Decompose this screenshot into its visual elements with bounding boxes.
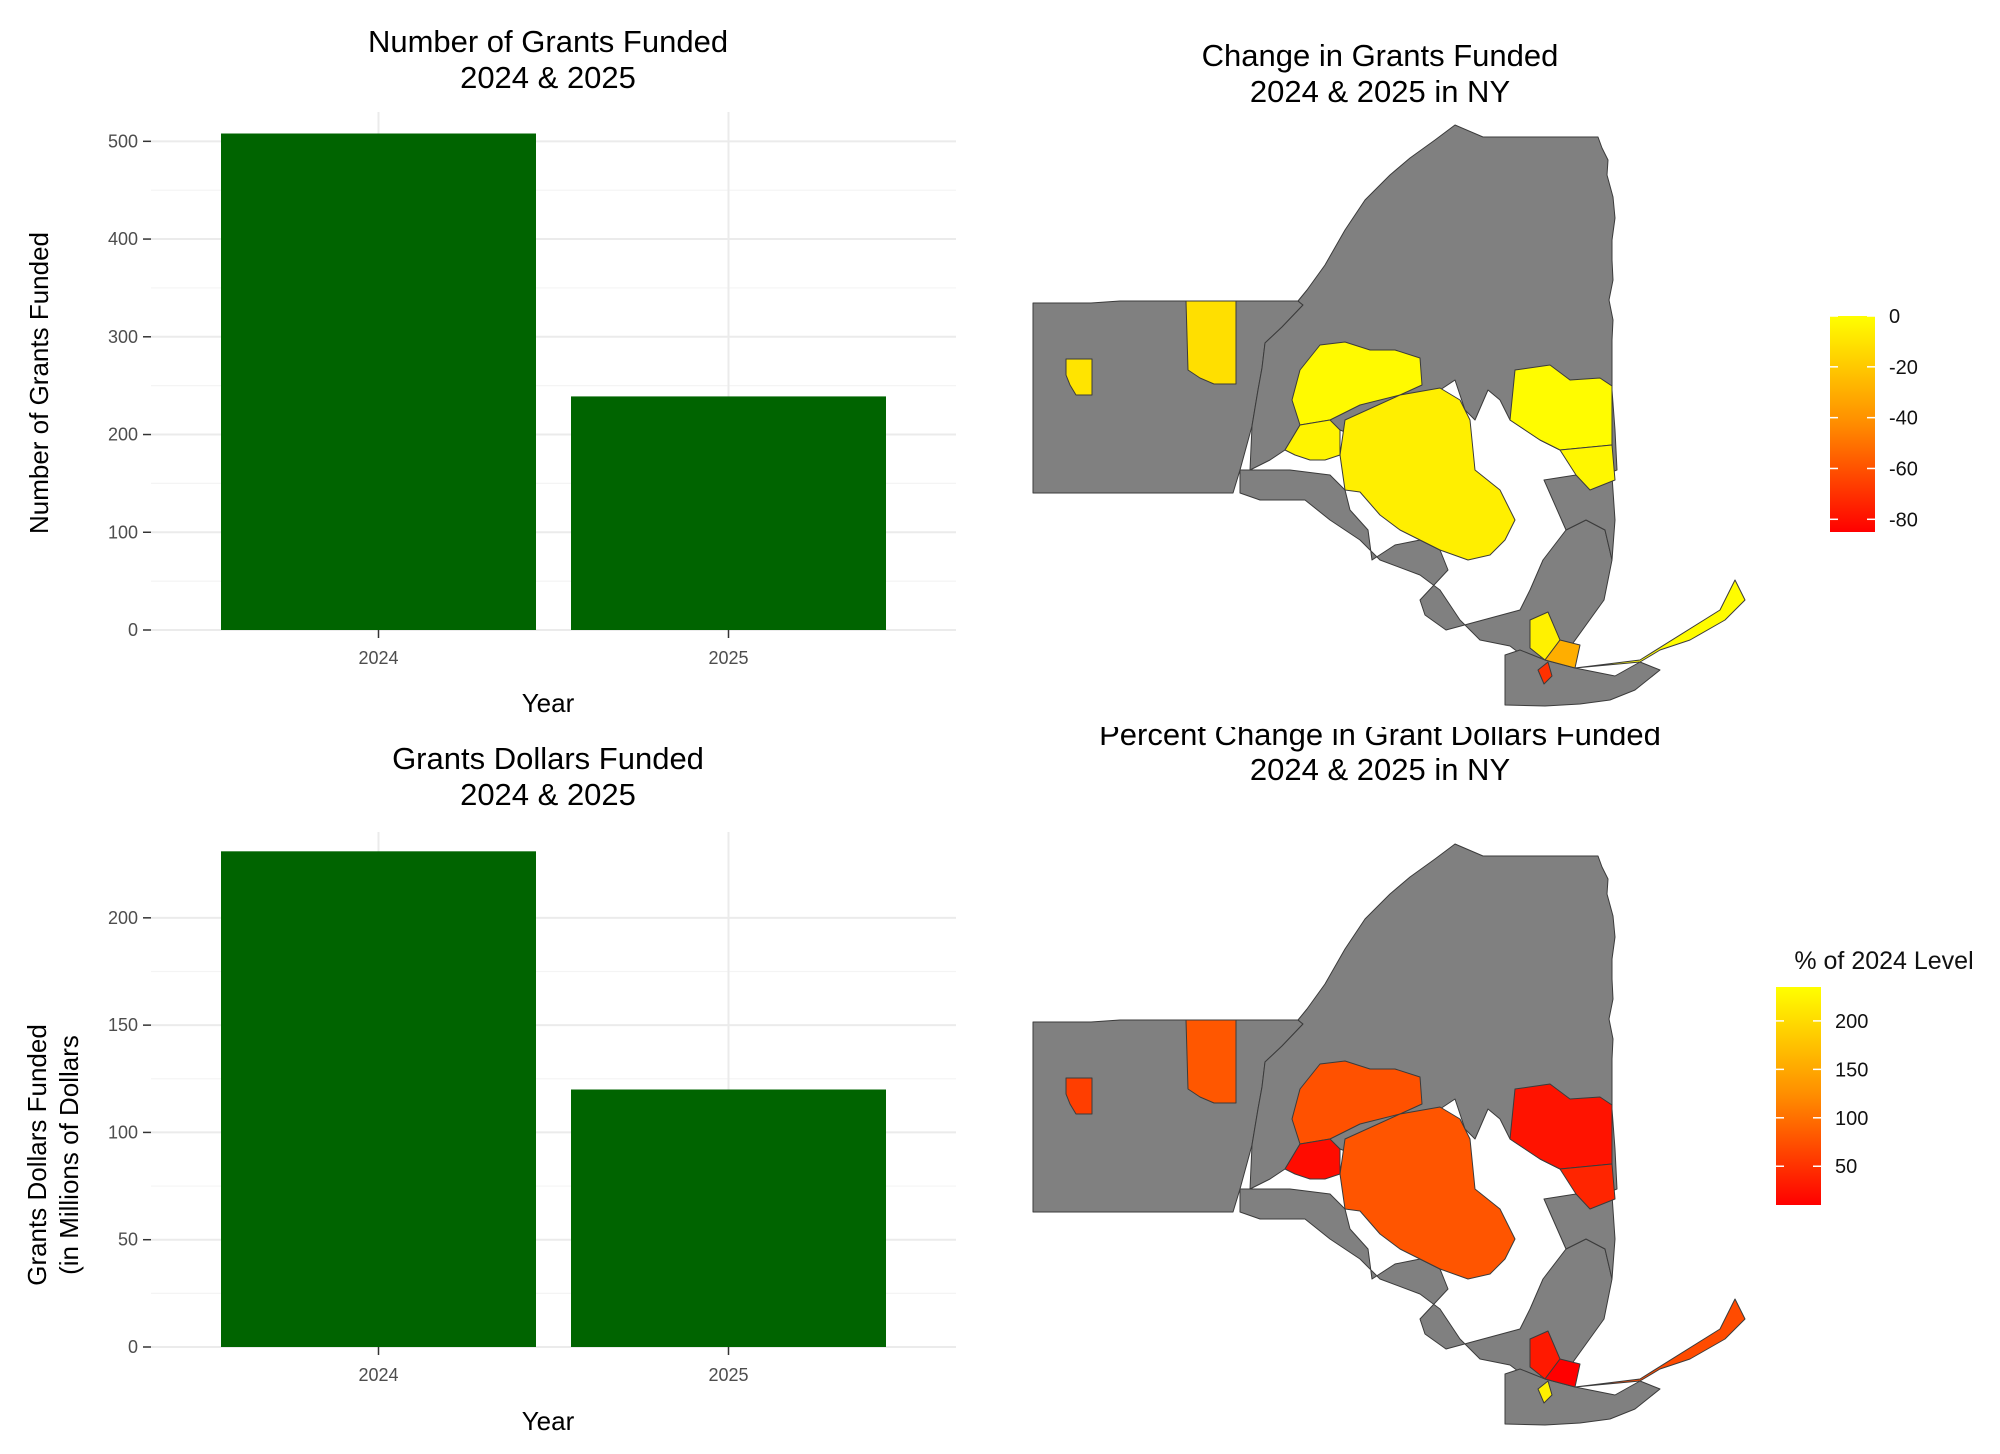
y-tick-label: 200 [108, 425, 138, 445]
grants-count-bar-chart: Number of Grants Funded 2024 & 2025 0 100… [24, 24, 956, 718]
x-tick-label: 2024 [358, 1365, 398, 1385]
map-district-b [1185, 1019, 1237, 1104]
legend-tick-label: 150 [1835, 1059, 1868, 1081]
x-axis-ticks: 2024 2025 [358, 630, 749, 668]
legend-tick-label: -80 [1889, 509, 1918, 531]
legend-ticks: 0 -20 -40 -60 -80 [1830, 306, 1918, 531]
x-tick-label: 2025 [708, 648, 748, 668]
map-district-k [1537, 661, 1553, 685]
ny-map [1032, 124, 1746, 707]
bar-2024 [221, 133, 536, 630]
legend-colorbar [1776, 987, 1821, 1205]
bars [221, 851, 886, 1347]
y-tick-label: 500 [108, 131, 138, 151]
y-tick-label: 300 [108, 327, 138, 347]
x-axis-ticks: 2024 2025 [358, 1347, 749, 1385]
map-district-d [1284, 419, 1341, 461]
legend-tick-label: 100 [1835, 1108, 1868, 1130]
map-district-e [1339, 1106, 1516, 1280]
bar-2025 [571, 1089, 886, 1347]
map-district-a [1065, 358, 1093, 396]
grant-dollars-percent-map: Percent Change in Grant Dollars Funded 2… [1032, 727, 1974, 1426]
map-district-j [1544, 1358, 1581, 1388]
map-title-line-1: Percent Change in Grant Dollars Funded [1099, 727, 1661, 752]
y-tick-label: 0 [128, 1337, 138, 1357]
map-district-g [1559, 1163, 1616, 1210]
map-district-k [1537, 1380, 1553, 1404]
map-district-f [1509, 364, 1613, 451]
y-tick-label: 150 [108, 1015, 138, 1035]
y-tick-label: 400 [108, 229, 138, 249]
legend-tick-label: 200 [1835, 1011, 1868, 1033]
legend-tick-label: 50 [1835, 1156, 1857, 1178]
y-axis-label-line-1: Grants Dollars Funded [22, 1024, 52, 1286]
x-axis-label: Year [522, 1406, 575, 1436]
legend-tick-label: -40 [1889, 408, 1918, 430]
bar-2024 [221, 851, 536, 1347]
chart-title-line-2: 2024 & 2025 [460, 777, 636, 812]
chart-title-line-2: 2024 & 2025 [460, 60, 636, 95]
legend-tick-label: -20 [1889, 357, 1918, 379]
y-tick-label: 100 [108, 1122, 138, 1142]
map-district-e [1339, 387, 1516, 561]
y-axis-ticks: 0 50 100 150 200 [108, 908, 151, 1357]
bars [221, 133, 886, 630]
y-axis-label: Number of Grants Funded [24, 232, 54, 534]
county-region-na [1504, 649, 1661, 707]
y-axis-label-line-2: (in Millions of Dollars [54, 1035, 84, 1275]
map-district-a [1065, 1077, 1093, 1115]
map-district-h [1574, 1298, 1746, 1388]
y-tick-label: 0 [128, 620, 138, 640]
legend-colorbar [1830, 316, 1875, 532]
y-tick-label: 200 [108, 908, 138, 928]
legend-ticks: 200 150 100 50 [1776, 1011, 1868, 1178]
y-tick-label: 100 [108, 522, 138, 542]
y-tick-label: 50 [118, 1230, 138, 1250]
map-title-line-1: Change in Grants Funded [1202, 38, 1559, 73]
map-district-d [1284, 1138, 1341, 1180]
bar-2025 [571, 396, 886, 630]
map-title-line-2: 2024 & 2025 in NY [1250, 752, 1510, 787]
county-region-na [1504, 1368, 1661, 1426]
map-title-line-2: 2024 & 2025 in NY [1250, 74, 1510, 109]
legend-title: % of 2024 Level [1794, 947, 1973, 975]
legend-tick-label: -60 [1889, 458, 1918, 480]
grants-change-map: Change in Grants Funded 2024 & 2025 in N… [1032, 38, 1918, 707]
chart-title-line-1: Number of Grants Funded [368, 24, 728, 59]
y-axis-ticks: 0 100 200 300 400 500 [108, 131, 151, 640]
map-district-h [1574, 579, 1746, 669]
map-district-b [1185, 300, 1237, 385]
legend-tick-label: 0 [1889, 306, 1900, 328]
map-district-j [1544, 639, 1581, 669]
x-tick-label: 2025 [708, 1365, 748, 1385]
map-district-f [1509, 1083, 1613, 1170]
chart-title-line-1: Grants Dollars Funded [392, 741, 704, 776]
x-tick-label: 2024 [358, 648, 398, 668]
x-axis-label: Year [522, 688, 575, 718]
grant-dollars-bar-chart: Grants Dollars Funded 2024 & 2025 0 50 100… [22, 741, 956, 1436]
ny-map [1032, 843, 1746, 1426]
map-district-g [1559, 444, 1616, 491]
